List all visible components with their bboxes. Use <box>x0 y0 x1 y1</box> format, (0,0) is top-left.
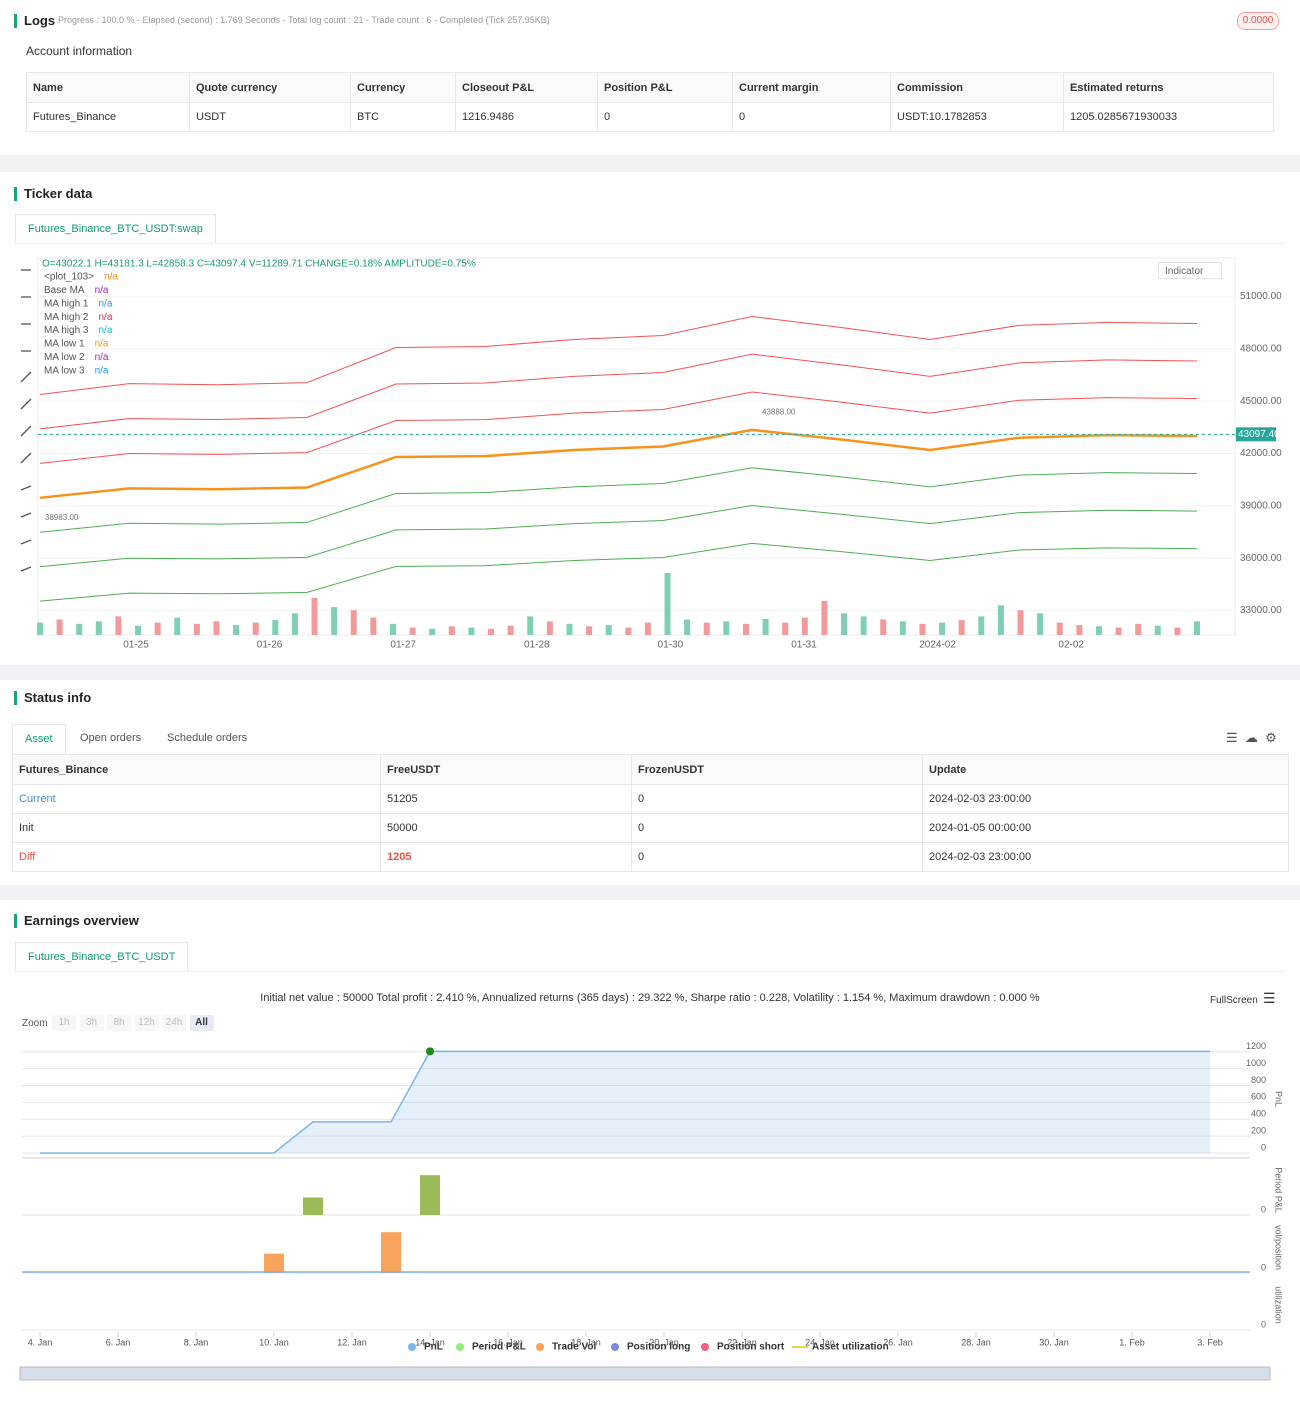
cell: 50000 <box>380 813 632 843</box>
cell: 1205.0285671930033 <box>1063 102 1274 132</box>
row: Futures_Binance USDT BTC 1216.9486 0 0 USDT:10… <box>26 102 1274 132</box>
cell: 0 <box>732 102 891 132</box>
zoom-button[interactable]: 12h <box>134 1015 159 1031</box>
header-cell: Currency <box>350 72 456 103</box>
header-row: Name Quote currency Currency Closeout P&L Po… <box>26 72 1274 103</box>
earnings-section: Earnings overview Futures_Binance_BTC_US… <box>0 900 1300 1403</box>
menu-icon[interactable]: ☰ <box>1263 990 1276 1006</box>
divider <box>15 971 1285 972</box>
logs-section: Logs Progress : 100.0 % - Elapsed (secon… <box>0 0 1300 155</box>
earnings-title: Earnings overview <box>14 914 139 928</box>
cell: Init <box>12 813 381 843</box>
status-title: Status info <box>14 691 91 705</box>
header-cell: Commission <box>890 72 1064 103</box>
cell: 1216.9486 <box>455 102 598 132</box>
zoom-label: Zoom <box>22 1018 48 1029</box>
row: Diff 1205 0 2024-02-03 23:00:00 <box>12 842 1289 872</box>
header-row: Futures_Binance FreeUSDT FrozenUSDT Update <box>12 754 1289 785</box>
header-cell: FreeUSDT <box>380 754 632 785</box>
ticker-section: Ticker data Futures_Binance_BTC_USDT:swa… <box>0 172 1300 665</box>
status-tab[interactable]: Open orders <box>80 732 142 744</box>
progress: Progress : 100.0 % - Elapsed (second) : … <box>58 15 550 25</box>
header-cell: Name <box>26 72 190 103</box>
cell: Futures_Binance <box>26 102 190 132</box>
header-cell: Quote currency <box>189 72 351 103</box>
cell: 51205 <box>380 784 632 814</box>
cell: 0 <box>631 842 923 872</box>
divider <box>15 243 1285 244</box>
header-cell: Update <box>922 754 1289 785</box>
cell: Current <box>12 784 381 814</box>
zoom-button[interactable]: 1h <box>52 1015 76 1031</box>
header-cell: Position P&L <box>597 72 733 103</box>
header-cell: Current margin <box>732 72 891 103</box>
row: Current 51205 0 2024-02-03 23:00:00 <box>12 784 1289 814</box>
ticker-tab[interactable]: Futures_Binance_BTC_USDT:swap <box>15 214 216 244</box>
status-table: Futures_Binance FreeUSDT FrozenUSDT Update C… <box>12 754 1289 872</box>
cell: 2024-01-05 00:00:00 <box>922 813 1289 843</box>
earnings-tab[interactable]: Futures_Binance_BTC_USDT <box>15 942 189 972</box>
indicator-button[interactable]: Indicator <box>1158 262 1222 279</box>
badge: 0.0000 <box>1237 12 1279 30</box>
row: Init 50000 0 2024-01-05 00:00:00 <box>12 813 1289 843</box>
header-cell: FrozenUSDT <box>631 754 923 785</box>
summary: Initial net value : 50000 Total profit :… <box>260 992 1040 1004</box>
cell: USDT <box>189 102 351 132</box>
zoom-button[interactable]: 8h <box>107 1015 131 1031</box>
account-title: Account information <box>26 44 133 58</box>
ticker-title: Ticker data <box>14 187 92 201</box>
cell: BTC <box>350 102 456 132</box>
fullscreen[interactable]: FullScreen <box>1210 995 1258 1006</box>
logs-title: Logs <box>14 14 55 28</box>
status-section: Status info ☰ ☁ ⚙ Futures_Binance FreeUSD… <box>0 680 1300 885</box>
toolbar-icons: ☰ ☁ ⚙ <box>1226 730 1277 745</box>
header-cell: Futures_Binance <box>12 754 381 785</box>
cell: 1205 <box>380 842 632 872</box>
account-table: Name Quote currency Currency Closeout P&L Po… <box>26 72 1274 132</box>
cell: 0 <box>597 102 733 132</box>
zoom-button[interactable]: 3h <box>79 1015 104 1031</box>
cell: 2024-02-03 23:00:00 <box>922 842 1289 872</box>
status-tab[interactable]: Schedule orders <box>167 732 248 744</box>
header-cell: Closeout P&L <box>455 72 598 103</box>
header-cell: Estimated returns <box>1063 72 1274 103</box>
status-tab[interactable]: Asset <box>12 724 66 754</box>
cell: Diff <box>12 842 381 872</box>
cell: 0 <box>631 813 923 843</box>
zoom-button[interactable]: 24h <box>162 1015 186 1031</box>
cell: 0 <box>631 784 923 814</box>
zoom-button[interactable]: All <box>189 1015 214 1031</box>
cell: USDT:10.1782853 <box>890 102 1064 132</box>
cell: 2024-02-03 23:00:00 <box>922 784 1289 814</box>
